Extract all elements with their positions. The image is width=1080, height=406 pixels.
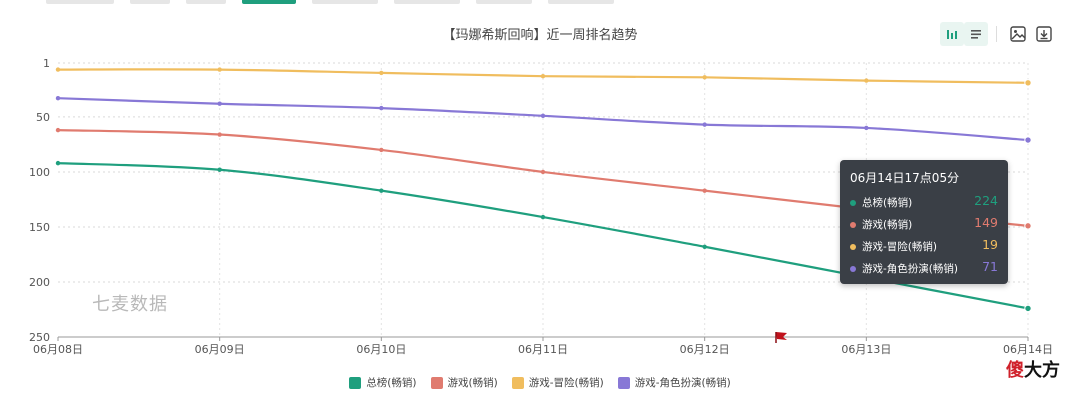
legend-item[interactable]: 游戏-冒险(畅销) — [511, 375, 604, 390]
series-point[interactable] — [1024, 79, 1032, 87]
tooltip-value: 224 — [974, 193, 998, 208]
x-tick-label: 06月11日 — [518, 343, 568, 356]
y-tick-label: 100 — [29, 166, 50, 179]
legend-label: 游戏-角色扮演(畅销) — [634, 377, 731, 389]
top-tab[interactable] — [312, 0, 378, 4]
series-point[interactable] — [217, 67, 222, 72]
series-point[interactable] — [55, 96, 61, 101]
tooltip-value: 149 — [974, 215, 998, 230]
x-tick-label: 06月12日 — [680, 343, 730, 356]
legend-swatch — [617, 376, 630, 389]
series-point[interactable] — [217, 101, 222, 106]
brand-stamp-part2: 大方 — [1024, 360, 1060, 381]
chart-toolbar — [940, 22, 1060, 48]
x-tick-label: 06月08日 — [33, 343, 83, 356]
chart-title: 【玛娜希斯回响】近一周排名趋势 — [442, 28, 638, 43]
legend-item[interactable]: 游戏-角色扮演(畅销) — [617, 375, 731, 390]
tooltip-series-name: 游戏-冒险(畅销) — [862, 241, 937, 253]
top-tab[interactable] — [548, 0, 614, 4]
series-point[interactable] — [1024, 304, 1032, 313]
series-point[interactable] — [540, 214, 546, 220]
y-tick-label: 250 — [29, 331, 50, 344]
series-point[interactable] — [379, 188, 384, 193]
x-tick-label: 06月14日 — [1003, 343, 1053, 356]
top-tab-strip — [0, 0, 1080, 6]
series-point[interactable] — [540, 74, 546, 79]
tooltip-dot — [850, 200, 856, 206]
tooltip-row: 游戏-冒险(畅销) 19 — [850, 237, 998, 260]
y-tick-label: 150 — [29, 221, 50, 234]
top-tab[interactable] — [476, 0, 532, 4]
series-point[interactable] — [379, 70, 384, 76]
data-tooltip: 06月14日17点05分 总榜(畅销) 224 游戏(畅销) 149 游戏-冒险… — [840, 160, 1008, 284]
series-point[interactable] — [864, 78, 869, 83]
series-point[interactable] — [702, 244, 707, 249]
brand-stamp: 傻大方 — [1006, 356, 1060, 382]
top-tab[interactable] — [186, 0, 226, 4]
tooltip-series-name: 游戏(畅销) — [862, 219, 913, 231]
legend-swatch — [430, 376, 443, 389]
tooltip-dot — [850, 222, 856, 228]
tooltip-title: 06月14日17点05分 — [850, 171, 960, 185]
toolbar-divider — [996, 26, 997, 42]
chart-legend: 总榜(畅销) 游戏(畅销) 游戏-冒险(畅销) 游戏-角色扮演(畅销) — [0, 375, 1080, 390]
series-point[interactable] — [55, 67, 61, 72]
series-point[interactable] — [540, 113, 546, 119]
series-point[interactable] — [1024, 222, 1032, 230]
series-point[interactable] — [864, 125, 869, 131]
series-point[interactable] — [217, 167, 222, 172]
y-tick-label: 200 — [29, 276, 50, 289]
tooltip-row: 游戏-角色扮演(畅销) 71 — [850, 259, 998, 282]
x-tick-label: 06月09日 — [195, 343, 245, 356]
top-tab[interactable] — [394, 0, 460, 4]
top-tab[interactable] — [46, 0, 114, 4]
tooltip-series-name: 总榜(畅销) — [862, 197, 913, 209]
list-icon[interactable] — [964, 22, 988, 46]
download-icon[interactable] — [1032, 22, 1056, 46]
top-tab-active[interactable] — [242, 0, 296, 4]
series-point[interactable] — [379, 105, 384, 111]
legend-label: 游戏(畅销) — [447, 377, 498, 389]
image-download-icon[interactable] — [1006, 22, 1030, 46]
x-tick-label: 06月13日 — [841, 343, 891, 356]
series-point[interactable] — [379, 147, 384, 153]
tooltip-dot — [850, 266, 856, 272]
legend-swatch — [349, 376, 362, 389]
legend-label: 游戏-冒险(畅销) — [528, 377, 604, 389]
brand-stamp-part1: 傻 — [1006, 360, 1024, 381]
series-point[interactable] — [702, 122, 707, 127]
series-point[interactable] — [55, 127, 61, 133]
tooltip-row: 游戏(畅销) 149 — [850, 215, 998, 238]
flag-icon — [775, 332, 787, 343]
legend-label: 总榜(畅销) — [366, 377, 417, 389]
legend-item[interactable]: 总榜(畅销) — [349, 375, 417, 390]
bar-chart-icon[interactable] — [940, 22, 964, 46]
y-tick-label: 1 — [43, 57, 50, 70]
legend-swatch — [511, 376, 524, 389]
series-point[interactable] — [55, 160, 61, 166]
tooltip-value: 71 — [982, 259, 998, 274]
series-point[interactable] — [702, 188, 707, 193]
series-point[interactable] — [702, 75, 707, 80]
series-point[interactable] — [1024, 136, 1032, 144]
series-point[interactable] — [217, 132, 222, 137]
tooltip-series-name: 游戏-角色扮演(畅销) — [862, 263, 958, 275]
y-tick-label: 50 — [36, 111, 50, 124]
legend-item[interactable]: 游戏(畅销) — [430, 375, 498, 390]
top-tab[interactable] — [130, 0, 170, 4]
x-tick-label: 06月10日 — [356, 343, 406, 356]
tooltip-value: 19 — [982, 237, 998, 252]
tooltip-row: 总榜(畅销) 224 — [850, 193, 998, 216]
watermark: 七麦数据 — [92, 294, 168, 315]
tooltip-dot — [850, 244, 856, 250]
series-point[interactable] — [540, 169, 546, 175]
